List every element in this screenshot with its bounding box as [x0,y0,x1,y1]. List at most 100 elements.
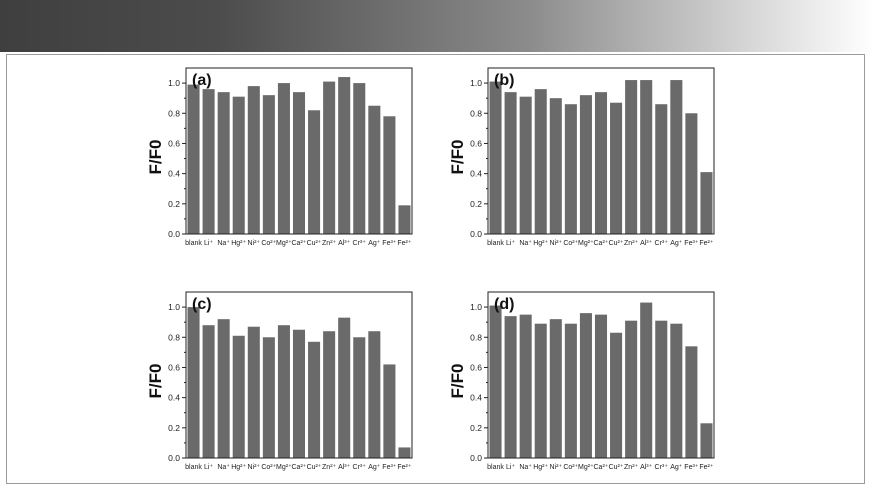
x-tick-label: Ca²⁺ [292,240,307,247]
x-tick-label: Hg²⁺ [231,464,246,471]
bar [655,320,668,458]
y-tick-label: 1.0 [168,302,180,312]
y-tick-label: 0.6 [168,138,180,148]
y-tick-label: 0.8 [168,108,180,118]
x-tick-label: Fe²⁺ [397,464,412,471]
bar [338,77,351,235]
bar [247,326,260,458]
x-tick-label: Al³⁺ [338,464,351,471]
x-tick-label: Ag⁺ [670,464,683,471]
bar [549,319,562,458]
plot-frame [185,67,413,235]
x-tick-label: blank [487,240,504,247]
y-axis-label: F/F0 [146,364,165,399]
bar [504,316,517,458]
y-axis-label: F/F0 [448,140,467,175]
x-tick-label: Mg²⁺ [276,464,292,471]
x-tick-label: Hg²⁺ [231,240,246,247]
bar [610,332,623,458]
bar [187,307,200,458]
x-tick-label: Cu²⁺ [307,464,322,471]
bar [519,96,532,234]
bar [685,346,698,458]
x-tick-label: Al³⁺ [640,240,653,247]
bar [579,313,592,458]
bar [232,96,245,234]
bar [323,331,336,458]
y-tick-label: 0.4 [470,393,482,403]
bar [610,102,623,234]
x-tick-label: Ni²⁺ [247,464,260,471]
bar [217,92,230,235]
y-tick-label: 0.8 [470,332,482,342]
y-tick-label: 0.4 [168,169,180,179]
chart-b: F/F0 0.0 0.2 0.4 0.6 0.8 1.0 blank Li⁺ Na⁺ Hg²⁺ Ni²… [448,67,715,247]
x-tick-label: Co²⁺ [261,240,276,247]
x-tick-label: Cr³⁺ [655,240,669,247]
x-tick-label: Na⁺ [217,240,230,247]
x-tick-label: Fe³⁺ [382,464,397,471]
y-tick-label: 0.4 [168,393,180,403]
bar [670,323,683,458]
x-tick-label: Ag⁺ [670,240,683,247]
bar [564,104,577,234]
bar [262,95,275,234]
plot-frame [487,291,715,459]
bar [534,323,547,458]
bar [489,305,502,458]
bar [368,331,381,458]
x-tick-label: Mg²⁺ [578,240,594,247]
x-tick-label: Li⁺ [204,464,213,471]
x-tick-label: Ni²⁺ [549,464,562,471]
bar [700,423,713,458]
x-tick-label: Ni²⁺ [549,240,562,247]
x-tick-label: Na⁺ [519,464,532,471]
x-tick-label: Al³⁺ [338,240,351,247]
bar [640,302,653,458]
x-tick-label: Fe²⁺ [699,240,714,247]
bar [519,314,532,458]
bar [549,98,562,234]
bar [383,116,396,234]
x-tick-label: Al³⁺ [640,464,653,471]
panel-label: (b) [494,72,514,89]
y-tick-label: 1.0 [470,78,482,88]
bar [398,205,411,234]
y-tick-label: 0.8 [470,108,482,118]
bar [202,89,215,234]
y-tick-label: 0.2 [168,199,180,209]
bar [489,81,502,234]
chart-d: F/F0 0.0 0.2 0.4 0.6 0.8 1.0 blank Li⁺ Na⁺ Hg²⁺ Ni²… [448,291,715,471]
bar [338,317,351,458]
x-tick-label: Li⁺ [506,240,515,247]
chart-panel-c: F/F0 0.0 0.2 0.4 0.6 0.8 1.0 blank Li⁺ Na⁺ Hg²⁺ Ni²… [141,289,421,489]
x-tick-label: blank [487,464,504,471]
bar [625,320,638,458]
y-axis-label: F/F0 [448,364,467,399]
plot-frame [185,291,413,459]
bar [292,92,306,235]
bar [353,337,366,458]
chart-panel-b: F/F0 0.0 0.2 0.4 0.6 0.8 1.0 blank Li⁺ Na⁺ Hg²⁺ Ni²… [443,65,723,265]
x-tick-label: Na⁺ [519,240,532,247]
bar [277,325,290,458]
x-tick-label: Co²⁺ [563,464,578,471]
x-tick-label: Cr³⁺ [353,240,367,247]
x-tick-label: Ag⁺ [368,240,381,247]
y-tick-label: 0.0 [470,229,482,239]
chart-c: F/F0 0.0 0.2 0.4 0.6 0.8 1.0 blank Li⁺ Na⁺ Hg²⁺ Ni²… [146,291,413,471]
y-tick-label: 0.8 [168,332,180,342]
y-tick-label: 0.0 [168,453,180,463]
x-tick-label: Fe²⁺ [699,464,714,471]
x-tick-label: Zn²⁺ [322,464,337,471]
bar [277,83,290,234]
bar [594,314,608,458]
y-tick-label: 0.2 [168,423,180,433]
bar [292,329,306,458]
header-banner [0,0,874,52]
chart-panel-d: F/F0 0.0 0.2 0.4 0.6 0.8 1.0 blank Li⁺ Na⁺ Hg²⁺ Ni²… [443,289,723,489]
x-tick-label: Fe²⁺ [397,240,412,247]
x-tick-label: Fe³⁺ [684,240,699,247]
bar [504,92,517,235]
bar [202,325,215,458]
